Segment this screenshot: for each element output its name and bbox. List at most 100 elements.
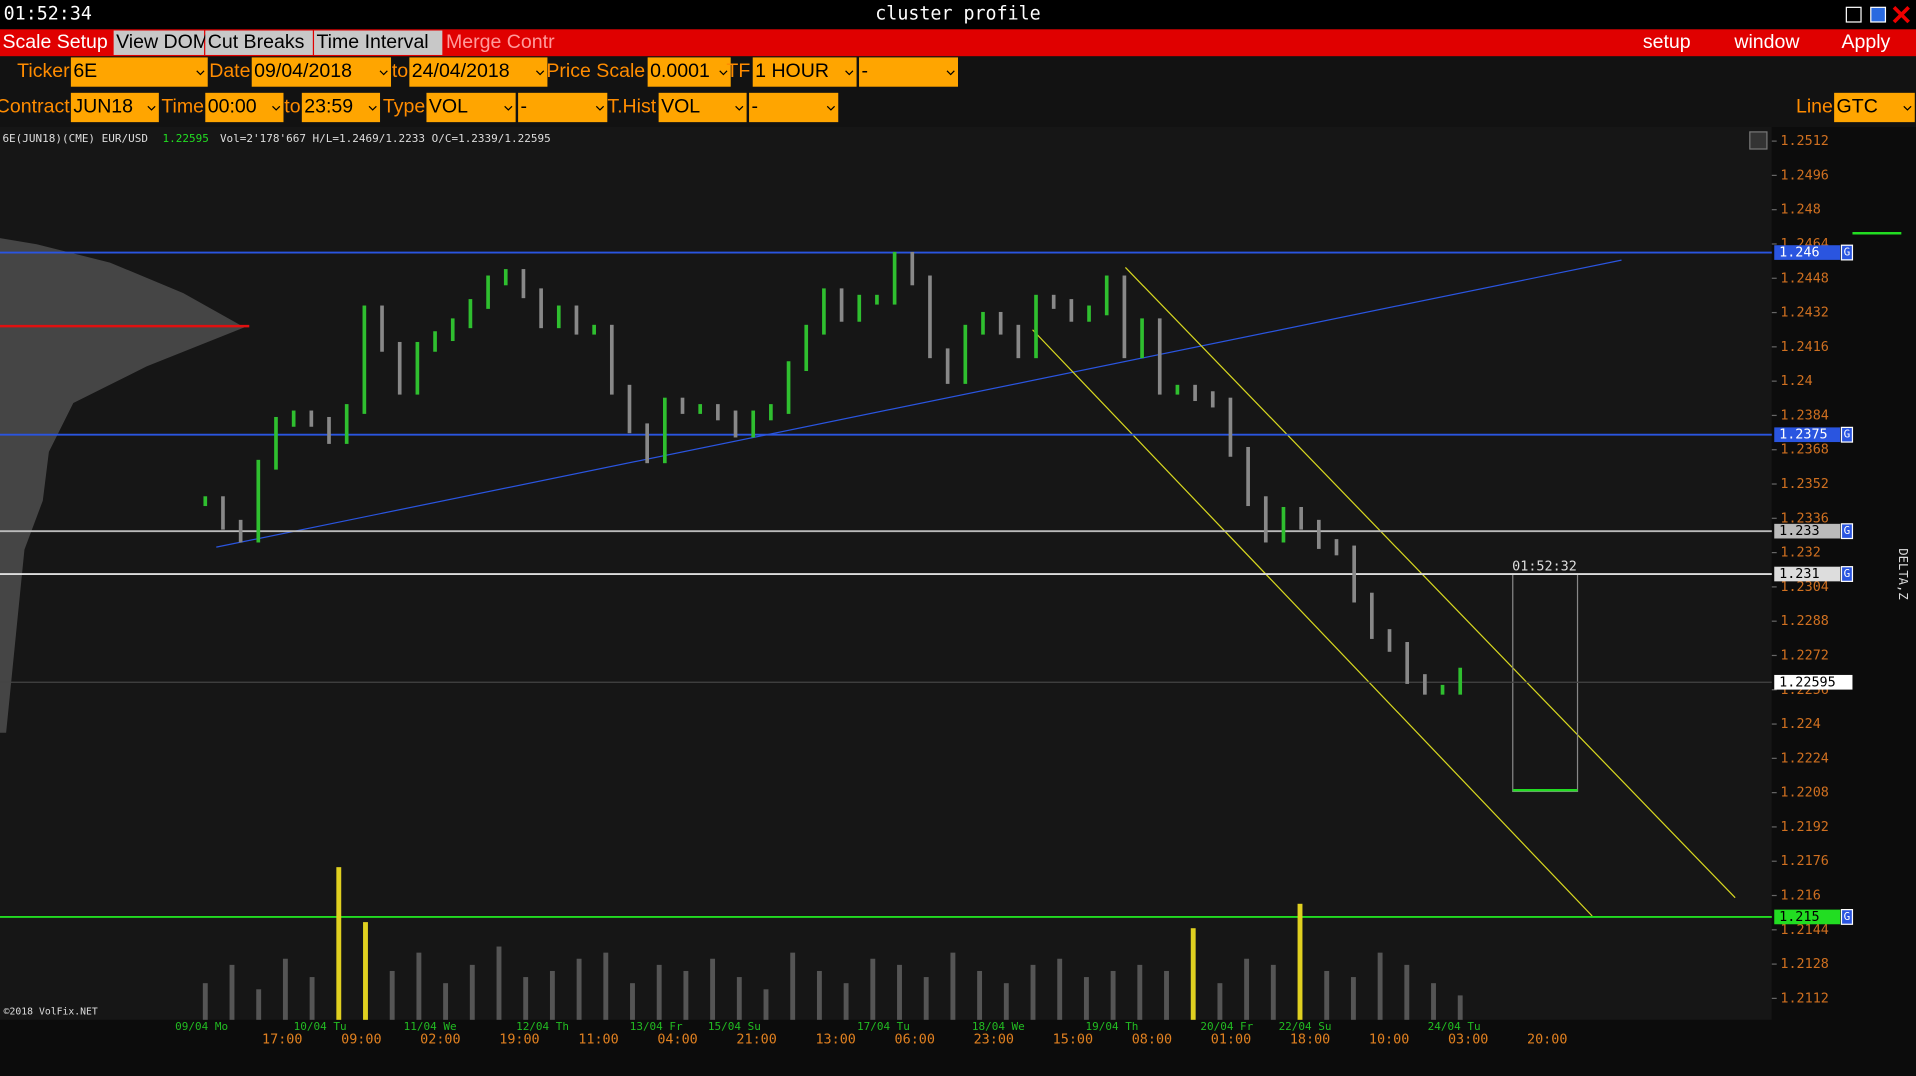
price-bar <box>1423 674 1427 695</box>
toolbar-value[interactable]: 0.0001 <box>650 60 710 82</box>
menu-button[interactable]: setup <box>1643 31 1691 53</box>
toolbar-value[interactable]: 00:00 <box>208 96 257 118</box>
toolbar-field[interactable] <box>518 92 608 123</box>
toolbar-field[interactable] <box>426 92 516 123</box>
level-label-bg <box>1774 523 1841 539</box>
dropdown-arrow[interactable] <box>379 70 388 76</box>
dropdown-arrow[interactable] <box>147 105 156 111</box>
toolbar-value[interactable]: 1 HOUR <box>755 60 829 82</box>
draw-tool[interactable] <box>1749 131 1768 150</box>
toolbar-field[interactable] <box>70 92 159 123</box>
volume-bar <box>202 983 208 1020</box>
menu-item[interactable]: Scale Setup <box>2 31 107 53</box>
toolbar-field[interactable] <box>301 92 381 123</box>
toolbar-value[interactable]: 6E <box>73 60 97 82</box>
menu-item-bg[interactable] <box>443 30 556 55</box>
toolbar-value[interactable]: JUN18 <box>73 96 133 118</box>
dropdown-arrow[interactable] <box>1903 105 1912 111</box>
menu-button[interactable]: window <box>1733 31 1800 53</box>
toolbar-field[interactable] <box>70 57 208 87</box>
window-title: cluster profile <box>875 4 1040 25</box>
dropdown-arrow[interactable] <box>368 105 377 111</box>
toolbar-field[interactable] <box>752 57 857 87</box>
title-bar <box>0 0 1916 30</box>
time-label: 03:00 <box>1448 1032 1488 1047</box>
time-label: 13:00 <box>815 1032 855 1047</box>
price-bar <box>892 251 897 305</box>
price-bar <box>663 397 667 464</box>
menu-item[interactable]: Merge Contr <box>446 31 555 53</box>
toolbar-value[interactable]: VOL <box>429 96 468 118</box>
toolbar-value[interactable]: 24/04/2018 <box>412 60 510 82</box>
level-label: 1.22595 <box>1779 675 1836 690</box>
minimize[interactable] <box>1845 6 1862 23</box>
level-tag: G <box>1844 910 1851 923</box>
toolbar-field[interactable] <box>647 57 731 87</box>
dropdown-arrow[interactable] <box>272 105 281 111</box>
volume-bar <box>1217 983 1223 1020</box>
toolbar-value[interactable]: 23:59 <box>304 96 353 118</box>
toolbar-value[interactable]: VOL <box>661 96 700 118</box>
level-label-bg <box>1774 674 1853 690</box>
toolbar-field[interactable] <box>859 57 958 87</box>
volume-bar <box>1244 958 1250 1020</box>
y-tick-label: 1.2208 <box>1780 786 1828 801</box>
toolbar-value[interactable]: 09/04/2018 <box>254 60 352 82</box>
toolbar-field[interactable] <box>1834 92 1915 123</box>
price-bar <box>327 416 331 444</box>
toolbar-field[interactable] <box>409 57 548 87</box>
level-tag: G <box>1844 567 1851 580</box>
volume-bar <box>1324 970 1330 1020</box>
dropdown-arrow[interactable] <box>719 70 728 76</box>
price-bar <box>1193 384 1197 402</box>
toolbar-field[interactable] <box>205 92 284 123</box>
chart-stats: Vol=2'178'667 H/L=1.2469/1.2233 O/C=1.23… <box>220 132 551 145</box>
menu-item[interactable]: View DOM <box>116 31 209 53</box>
dropdown-arrow[interactable] <box>504 105 513 111</box>
menu-item-bg[interactable] <box>314 30 443 55</box>
date-label: 12/04 Th <box>516 1020 569 1033</box>
toolbar-value[interactable]: - <box>861 60 868 82</box>
dropdown-arrow[interactable] <box>595 105 605 111</box>
side-label: DELTA,Z <box>1896 548 1910 599</box>
dropdown-arrow[interactable] <box>826 105 836 111</box>
menu-button[interactable]: Apply <box>1841 31 1890 53</box>
toolbar-field[interactable] <box>749 92 839 123</box>
menu-item[interactable]: Time Interval <box>316 31 428 53</box>
toolbar-field[interactable] <box>658 92 747 123</box>
menu-item-bg[interactable] <box>0 30 113 55</box>
y-tick-label: 1.2176 <box>1780 854 1828 869</box>
price-bar <box>945 348 950 384</box>
price-bar <box>981 311 985 335</box>
date-label: 15/04 Su <box>708 1020 761 1033</box>
level-tag-bg <box>1840 909 1854 925</box>
toolbar-field[interactable] <box>251 57 392 87</box>
menu-item-bg[interactable] <box>205 30 313 55</box>
dropdown-arrow[interactable] <box>735 105 744 111</box>
toolbar-value[interactable]: GTC <box>1837 96 1878 118</box>
dropdown-arrow[interactable] <box>196 70 205 76</box>
dropdown-arrow[interactable] <box>845 70 854 76</box>
dropdown-arrow[interactable] <box>535 70 545 76</box>
price-bar <box>1157 318 1162 395</box>
dropdown-arrow[interactable] <box>946 70 955 76</box>
toolbar-value[interactable]: - <box>751 96 758 118</box>
maximize[interactable] <box>1870 6 1887 23</box>
close[interactable] <box>1892 6 1910 24</box>
date-label: 09/04 Mo <box>175 1020 228 1033</box>
volume-bar <box>363 922 368 1020</box>
price-bar <box>963 324 968 384</box>
price-bar <box>733 410 738 438</box>
price-bar <box>645 423 649 464</box>
price-bar <box>1051 294 1056 309</box>
menu-item[interactable]: Cut Breaks <box>208 31 305 53</box>
toolbar-value[interactable]: - <box>521 96 528 118</box>
toolbar-label: Ticker <box>17 60 70 82</box>
price-bar <box>450 318 455 342</box>
volume-bar <box>1377 952 1383 1020</box>
price-bar <box>839 288 844 322</box>
price-bar <box>415 341 420 395</box>
price-bar <box>716 404 720 421</box>
menu-item-bg[interactable] <box>113 30 205 55</box>
